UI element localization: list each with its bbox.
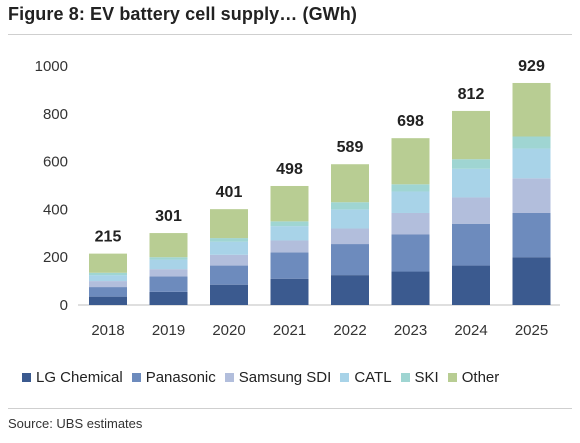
bar-segment-2024-catl [452, 168, 490, 198]
bar-segment-2018-other [89, 253, 127, 273]
bar-segment-2025-other [512, 82, 551, 137]
bar-segment-2024-panasonic [452, 223, 490, 266]
bar-segment-2023-ski [391, 184, 430, 192]
bar-segment-2022-samsung-sdi [331, 228, 369, 245]
x-tick-label-2021: 2021 [273, 322, 306, 339]
bar-segment-2023-samsung-sdi [391, 212, 430, 235]
bar-segment-2018-panasonic [89, 287, 127, 297]
y-tick-label-600: 600 [43, 154, 68, 171]
bar-segment-2019-catl [149, 259, 188, 270]
total-label-2020: 401 [216, 184, 243, 201]
bar-segment-2024-samsung-sdi [452, 197, 490, 224]
legend-swatch [22, 373, 31, 382]
bar-segment-2023-panasonic [391, 234, 430, 272]
legend-item-lg-chemical: LG Chemical [22, 369, 123, 386]
x-tick-label-2022: 2022 [333, 322, 366, 339]
legend-item-catl: CATL [340, 369, 392, 386]
bar-segment-2019-panasonic [149, 276, 188, 292]
footer-divider [8, 408, 572, 409]
y-tick-label-800: 800 [43, 106, 68, 123]
title-divider [8, 34, 572, 35]
chart-legend: LG Chemical Panasonic Samsung SDI CATL SKI Ot… [22, 369, 508, 386]
bar-segment-2022-other [331, 164, 369, 203]
x-tick-label-2018: 2018 [91, 322, 124, 339]
x-tick-label-2020: 2020 [212, 322, 245, 339]
bar-segment-2025-samsung-sdi [512, 178, 551, 213]
bar-segment-2021-samsung-sdi [270, 240, 309, 253]
chart-title: Figure 8: EV battery cell supply… (GWh) [8, 4, 357, 24]
legend-label: Other [461, 369, 500, 386]
bar-segment-2019-other [149, 233, 188, 258]
legend-label: SKI [414, 369, 439, 386]
bar-segment-2025-panasonic [512, 212, 551, 258]
bar-segment-2019-ski [149, 257, 188, 260]
legend-swatch [447, 373, 457, 382]
bar-segment-2023-catl [391, 191, 430, 213]
bar-segment-2024-lg-chemical [452, 265, 490, 305]
bar-segment-2018-samsung-sdi [89, 281, 127, 288]
legend-swatch [224, 373, 234, 382]
bar-segment-2022-lg-chemical [331, 275, 369, 305]
bar-segment-2022-catl [331, 209, 369, 229]
bar-segment-2022-panasonic [331, 244, 369, 276]
stacked-bar-chart: 0 200 400 600 800 1000 215 2018 301 2019 401 2020 49… [35, 58, 560, 339]
legend-swatch [400, 373, 410, 382]
bar-segment-2025-lg-chemical [512, 257, 551, 305]
legend-swatch [131, 373, 141, 382]
y-tick-label-1000: 1000 [35, 58, 68, 75]
bar-segment-2019-lg-chemical [149, 291, 188, 305]
bar-segment-2021-catl [270, 226, 309, 241]
bar-segment-2023-other [391, 138, 430, 185]
bar-segment-2020-ski [210, 238, 248, 242]
legend-item-other: Other [447, 369, 500, 386]
total-label-2025: 929 [518, 58, 545, 75]
x-tick-label-2019: 2019 [152, 322, 185, 339]
legend-label: Panasonic [145, 369, 216, 386]
x-tick-label-2025: 2025 [515, 322, 548, 339]
bar-segment-2020-catl [210, 241, 248, 255]
bar-segment-2020-lg-chemical [210, 284, 248, 305]
bar-segment-2021-other [270, 185, 309, 222]
total-label-2022: 589 [337, 139, 364, 156]
bar-segment-2021-ski [270, 221, 309, 227]
legend-label: Samsung SDI [238, 369, 332, 386]
bar-segment-2019-samsung-sdi [149, 269, 188, 277]
bar-segment-2022-ski [331, 202, 369, 210]
total-label-2024: 812 [458, 86, 485, 103]
total-label-2023: 698 [397, 113, 424, 130]
bar-segment-2021-panasonic [270, 252, 309, 279]
bar-segment-2018-catl [89, 275, 127, 282]
bar-segment-2025-catl [512, 148, 551, 179]
legend-label: CATL [354, 369, 392, 386]
legend-item-samsung-sdi: Samsung SDI [224, 369, 332, 386]
bar-segment-2023-lg-chemical [391, 271, 430, 305]
legend-item-ski: SKI [400, 369, 439, 386]
legend-swatch [340, 373, 350, 382]
bar-segment-2021-lg-chemical [270, 278, 309, 305]
source-note: Source: UBS estimates [8, 416, 143, 431]
legend-item-panasonic: Panasonic [131, 369, 216, 386]
legend-label: LG Chemical [36, 369, 123, 386]
bar-segment-2018-ski [89, 272, 127, 276]
y-tick-label-200: 200 [43, 249, 68, 266]
x-tick-label-2024: 2024 [454, 322, 487, 339]
total-label-2018: 215 [95, 229, 122, 246]
y-tick-label-400: 400 [43, 201, 68, 218]
total-label-2019: 301 [155, 208, 182, 225]
bar-segment-2020-samsung-sdi [210, 254, 248, 266]
bar-segment-2020-panasonic [210, 265, 248, 285]
bar-segment-2024-other [452, 110, 490, 160]
total-label-2021: 498 [276, 161, 303, 178]
bar-segment-2025-ski [512, 136, 551, 149]
bar-segment-2020-other [210, 209, 248, 239]
y-tick-label-0: 0 [60, 297, 68, 314]
x-tick-label-2023: 2023 [394, 322, 427, 339]
bar-segment-2024-ski [452, 159, 490, 169]
bar-segment-2018-lg-chemical [89, 296, 127, 305]
